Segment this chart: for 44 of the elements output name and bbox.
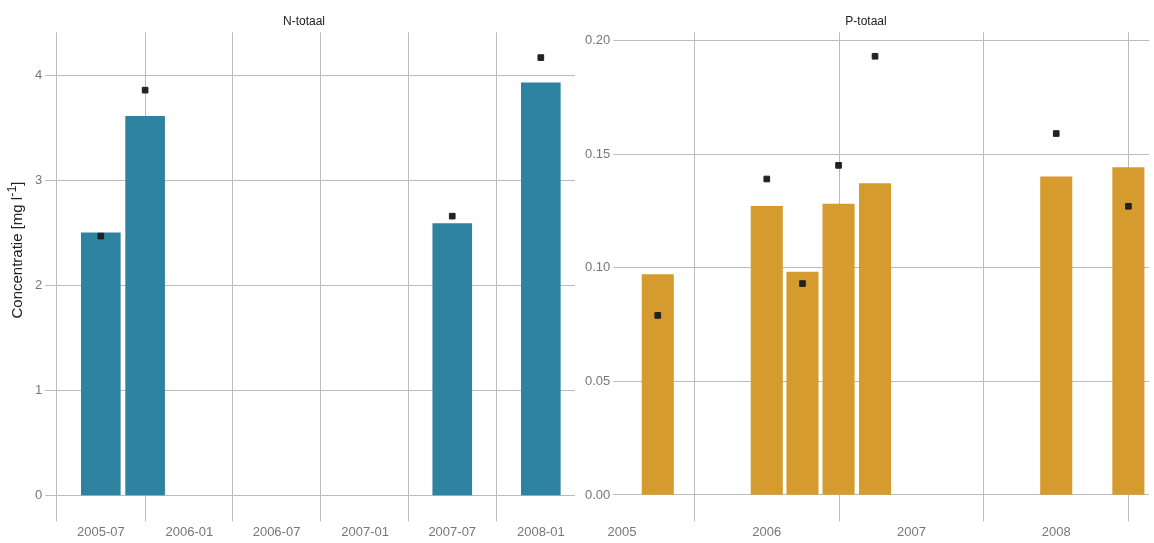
point [654, 312, 662, 319]
bar [859, 183, 892, 495]
point [1052, 130, 1060, 137]
bar [1112, 167, 1145, 495]
y-tick-label: 3 [35, 172, 43, 188]
x-tick-label: 2006-01 [165, 523, 214, 539]
bar [81, 232, 121, 496]
bar [521, 82, 561, 496]
chart-title: P-totaal [845, 13, 887, 28]
bar [432, 223, 473, 496]
point [835, 162, 842, 169]
y-tick-label: 0.15 [584, 145, 611, 161]
x-tick-label: 2007-01 [341, 523, 389, 539]
bar [750, 205, 783, 495]
chart-title: N-totaal [282, 13, 326, 28]
point [537, 54, 545, 61]
point [871, 52, 879, 60]
x-tick-label: 2007 [897, 523, 926, 539]
y-tick-label: 0.00 [584, 486, 611, 502]
point [799, 280, 806, 287]
point [448, 212, 456, 220]
x-tick-label: 2007-07 [428, 523, 477, 539]
y-tick-label: 0.10 [584, 259, 611, 275]
y-tick-label: 0 [35, 487, 43, 503]
y-tick-label: 0.05 [584, 372, 611, 388]
point [1125, 202, 1132, 210]
y-tick-label: 4 [35, 67, 43, 83]
y-tick-label: 0.20 [584, 31, 611, 47]
x-tick-label: 2006-07 [252, 523, 301, 539]
bar [125, 116, 165, 496]
bar [641, 274, 674, 495]
point [763, 175, 771, 183]
bar [786, 271, 819, 495]
y-tick-label: 1 [35, 382, 43, 398]
x-tick-label: 2006 [752, 523, 782, 539]
point [97, 232, 105, 240]
x-tick-label: 2008 [1041, 523, 1071, 539]
bar [1040, 176, 1073, 495]
bar [822, 203, 855, 495]
x-tick-label: 2005 [607, 523, 637, 539]
point [141, 86, 149, 94]
x-tick-label: 2008-01 [516, 523, 565, 539]
y-tick-label: 2 [35, 277, 43, 293]
x-tick-label: 2005-07 [76, 523, 125, 539]
